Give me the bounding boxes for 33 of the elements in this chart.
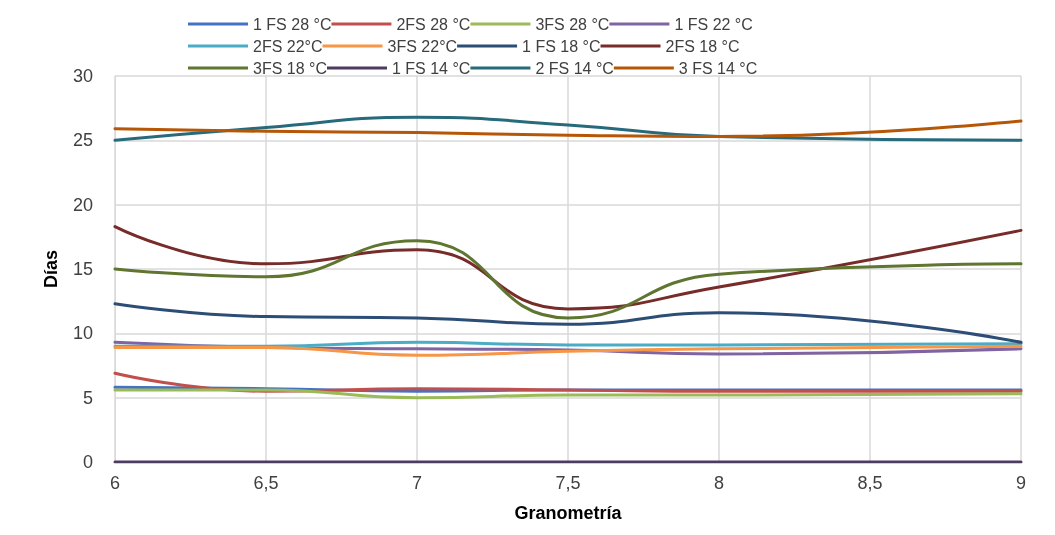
legend-label: 2FS 28 °C — [396, 15, 471, 33]
x-tick-label: 6 — [109, 473, 121, 493]
x-tick-label: 7,5 — [555, 473, 581, 493]
x-tick-label: 9 — [1015, 473, 1027, 493]
y-axis-title: Días — [41, 249, 61, 289]
y-tick-label: 10 — [72, 323, 93, 344]
legend-label: 1 FS 22 °C — [674, 15, 753, 33]
y-tick-label: 15 — [72, 259, 93, 279]
y-tick-label: 25 — [72, 130, 93, 151]
legend-label: 3FS 28 °C — [535, 15, 610, 33]
y-tick-label: 30 — [72, 66, 93, 86]
x-axis-title: Granometría — [514, 503, 623, 523]
legend-label: 1 FS 18 °C — [522, 37, 601, 55]
legend-label: 1 FS 28 °C — [253, 15, 332, 33]
legend-label: 2FS 22°C — [253, 37, 323, 55]
line-series — [113, 239, 1023, 320]
y-tick-label: 20 — [72, 194, 93, 215]
y-tick-label: 5 — [82, 387, 93, 408]
x-tick-label: 6,5 — [253, 473, 279, 493]
legend-label: 2 FS 14 °C — [535, 59, 614, 77]
line-series — [113, 344, 1023, 357]
legend-label: 3FS 18 °C — [253, 59, 327, 77]
legend-label: 3 FS 14 °C — [678, 59, 758, 77]
legend-label: 1 FS 14 °C — [391, 59, 471, 77]
line-series — [113, 225, 1023, 311]
x-tick-label: 8,5 — [857, 473, 883, 493]
x-tick-label: 8 — [713, 473, 725, 493]
legend-label: 2FS 18 °C — [665, 37, 740, 55]
y-tick-label: 0 — [82, 452, 93, 472]
legend-label: 3FS 22°C — [387, 37, 458, 55]
line-series — [113, 388, 1023, 400]
x-tick-label: 7 — [411, 473, 423, 493]
line-series — [113, 302, 1023, 344]
